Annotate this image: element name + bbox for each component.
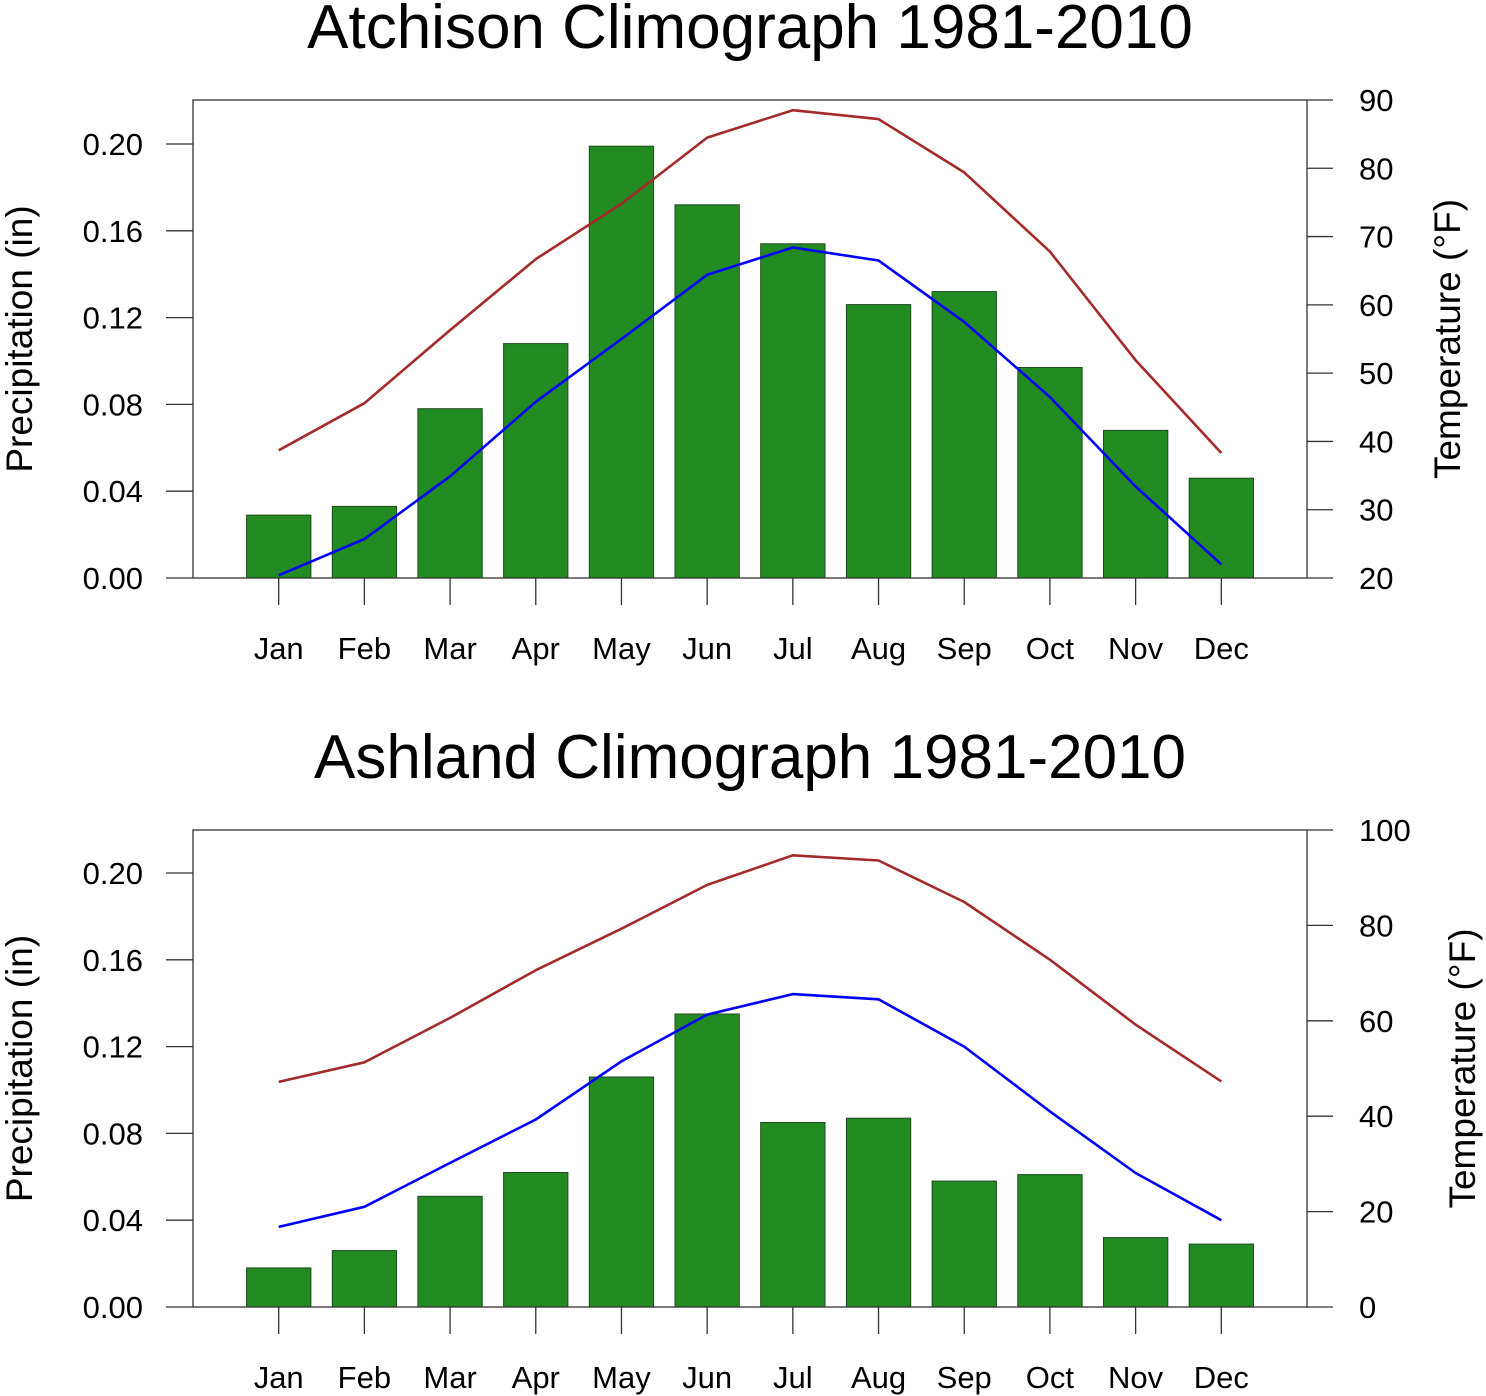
right-axis-title: Temperature (°F) — [1427, 199, 1468, 479]
right-axis-tick-label: 30 — [1359, 493, 1393, 528]
month-label-jan: Jan — [254, 631, 304, 666]
precip-bar-jan — [247, 1268, 311, 1307]
month-label-aug: Aug — [851, 1360, 906, 1395]
month-label-jan: Jan — [254, 1360, 304, 1395]
right-axis-tick-label: 80 — [1359, 151, 1393, 186]
right-axis-tick-label: 100 — [1359, 813, 1411, 848]
month-label-jun: Jun — [682, 631, 732, 666]
atchison-climograph-panel: Atchison Climograph 1981-2010 0.00 0.04 0.0… — [0, 0, 1468, 666]
month-label-feb: Feb — [338, 1360, 391, 1395]
month-label-aug: Aug — [851, 631, 906, 666]
month-label-feb: Feb — [338, 631, 391, 666]
left-axis-tick-label: 0.12 — [83, 301, 143, 336]
left-axis-tick-label: 0.20 — [83, 856, 143, 891]
left-axis-tick-label: 0.04 — [83, 1203, 143, 1238]
precip-bar-jul — [761, 1123, 825, 1308]
precip-bar-sep — [932, 1181, 996, 1307]
left-axis-tick-label: 0.20 — [83, 127, 143, 162]
month-label-oct: Oct — [1026, 631, 1075, 666]
month-label-apr: Apr — [512, 1360, 560, 1395]
precip-bar-sep — [932, 292, 996, 578]
right-axis-tick-label: 20 — [1359, 561, 1393, 596]
precip-bar-jun — [675, 1014, 739, 1307]
month-label-nov: Nov — [1108, 631, 1164, 666]
precip-bar-jan — [247, 515, 311, 578]
precip-bar-feb — [332, 506, 396, 578]
precip-bar-apr — [504, 344, 568, 578]
precip-bar-may — [589, 146, 653, 578]
month-label-oct: Oct — [1026, 1360, 1075, 1395]
right-axis-tick-label: 80 — [1359, 908, 1393, 943]
month-label-nov: Nov — [1108, 1360, 1164, 1395]
precip-bar-aug — [846, 305, 910, 578]
plot-frame — [193, 830, 1307, 1307]
precip-bar-mar — [418, 1196, 482, 1307]
right-axis-title: Temperature (°F) — [1442, 928, 1483, 1208]
precip-bar-nov — [1104, 1238, 1168, 1307]
left-axis-tick-label: 0.16 — [83, 943, 143, 978]
chart-title: Ashland Climograph 1981-2010 — [314, 723, 1186, 792]
right-axis-tick-label: 40 — [1359, 424, 1393, 459]
right-axis-tick-label: 0 — [1359, 1290, 1376, 1325]
precip-bar-aug — [846, 1118, 910, 1307]
month-label-apr: Apr — [512, 631, 560, 666]
month-label-mar: Mar — [423, 631, 476, 666]
month-label-may: May — [592, 631, 651, 666]
right-axis-tick-label: 60 — [1359, 288, 1393, 323]
ashland-climograph-panel: Ashland Climograph 1981-2010 0.00 0.04 0.08… — [0, 723, 1483, 1395]
precip-bar-may — [589, 1077, 653, 1307]
precip-bar-oct — [1018, 368, 1082, 579]
left-axis-tick-label: 0.16 — [83, 214, 143, 249]
left-axis-tick-label: 0.04 — [83, 474, 143, 509]
precip-bar-dec — [1189, 1244, 1253, 1307]
right-axis-tick-label: 90 — [1359, 83, 1393, 118]
right-axis-tick-label: 60 — [1359, 1004, 1393, 1039]
month-label-mar: Mar — [423, 1360, 476, 1395]
precip-bar-jul — [761, 244, 825, 578]
precip-bar-oct — [1018, 1175, 1082, 1307]
month-label-jul: Jul — [773, 631, 813, 666]
month-label-sep: Sep — [937, 1360, 992, 1395]
left-axis-tick-label: 0.08 — [83, 1116, 143, 1151]
month-label-may: May — [592, 1360, 651, 1395]
max-temperature-line — [279, 855, 1222, 1082]
left-axis-title: Precipitation (in) — [0, 205, 40, 472]
left-axis-tick-label: 0.08 — [83, 387, 143, 422]
precip-bar-jun — [675, 205, 739, 578]
month-label-jun: Jun — [682, 1360, 732, 1395]
left-axis-tick-label: 0.12 — [83, 1030, 143, 1065]
month-label-dec: Dec — [1194, 631, 1249, 666]
precip-bar-nov — [1104, 430, 1168, 578]
precip-bar-feb — [332, 1251, 396, 1307]
right-axis-tick-label: 50 — [1359, 356, 1393, 391]
month-label-sep: Sep — [937, 631, 992, 666]
precip-bar-apr — [504, 1173, 568, 1308]
left-axis-title: Precipitation (in) — [0, 935, 40, 1202]
right-axis-tick-label: 70 — [1359, 220, 1393, 255]
left-axis-tick-label: 0.00 — [83, 1290, 143, 1325]
month-label-jul: Jul — [773, 1360, 813, 1395]
chart-title: Atchison Climograph 1981-2010 — [307, 0, 1193, 62]
right-axis-tick-label: 40 — [1359, 1099, 1393, 1134]
right-axis-tick-label: 20 — [1359, 1195, 1393, 1230]
left-axis-tick-label: 0.00 — [83, 561, 143, 596]
month-label-dec: Dec — [1194, 1360, 1249, 1395]
